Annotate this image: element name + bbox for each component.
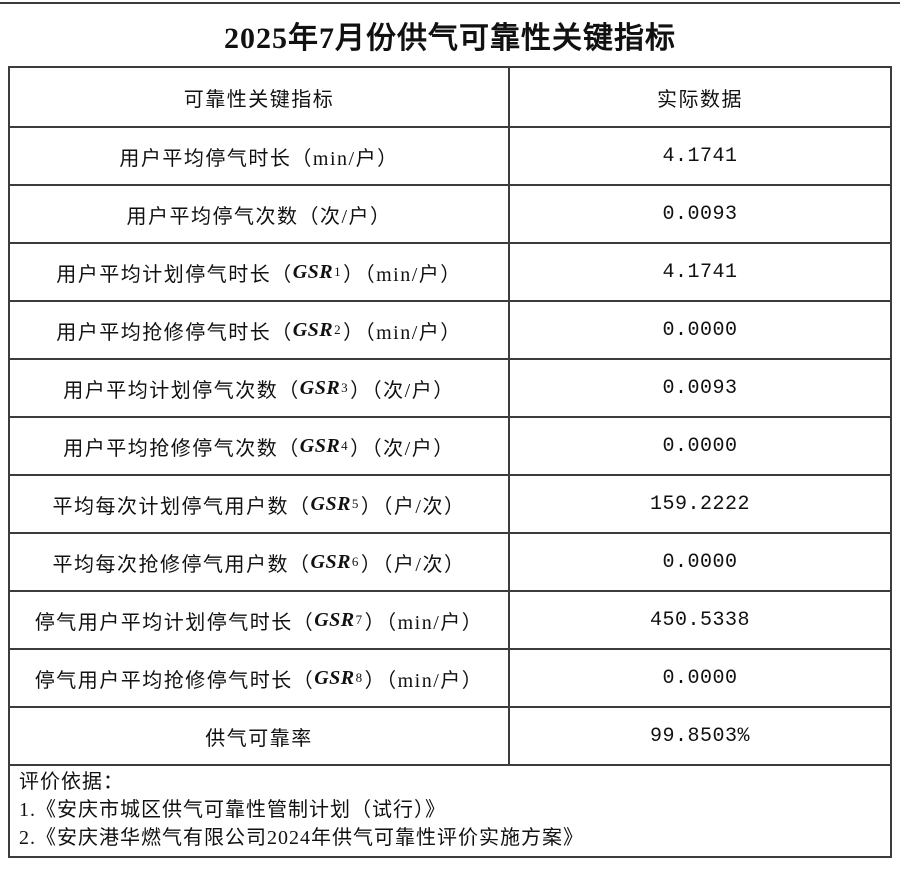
indicator-label: 用户平均停气时长（min/户）: [10, 128, 510, 184]
indicator-label: 停气用户平均计划停气时长（ GSR 7 ）（min/户）: [10, 592, 510, 648]
header-actual-data-label: 实际数据: [657, 88, 743, 111]
indicator-value: 4.1741: [662, 144, 738, 168]
indicator-value: 0.0000: [662, 434, 738, 458]
evaluation-basis-list: 1.《安庆市城区供气可靠性管制计划（试行）》 2.《安庆港华燃气有限公司2024…: [19, 796, 881, 852]
table-row: 供气可靠率 99.8503%: [10, 706, 890, 764]
indicator-label: 用户平均停气次数（次/户）: [10, 186, 510, 242]
table-row: 用户平均计划停气时长（ GSR 1 ）（min/户） 4.1741: [10, 242, 890, 300]
table-row: 用户平均抢修停气次数（ GSR 4 ）（次/户） 0.0000: [10, 416, 890, 474]
table-row: 停气用户平均计划停气时长（ GSR 7 ）（min/户） 450.5338: [10, 590, 890, 648]
indicator-value: 0.0000: [662, 550, 738, 574]
table-row: 用户平均计划停气次数（ GSR 3 ）（次/户） 0.0093: [10, 358, 890, 416]
header-indicator-label: 可靠性关键指标: [10, 68, 510, 126]
table-row: 用户平均停气次数（次/户） 0.0093: [10, 184, 890, 242]
indicator-value: 0.0093: [662, 376, 738, 400]
table-row: 用户平均抢修停气时长（ GSR 2 ）（min/户） 0.0000: [10, 300, 890, 358]
indicator-label: 用户平均计划停气时长（ GSR 1 ）（min/户）: [10, 244, 510, 300]
indicator-value: 0.0000: [662, 318, 738, 342]
indicator-label: 用户平均抢修停气时长（ GSR 2 ）（min/户）: [10, 302, 510, 358]
indicator-label: 平均每次计划停气用户数（ GSR 5 ）（户/次）: [10, 476, 510, 532]
indicators-table: 可靠性关键指标 实际数据 用户平均停气时长（min/户） 4.1741 用户平均…: [8, 66, 892, 766]
indicator-label: 平均每次抢修停气用户数（ GSR 6 ）（户/次）: [10, 534, 510, 590]
page-title: 2025年7月份供气可靠性关键指标: [0, 2, 900, 66]
evaluation-basis: 评价依据： 1.《安庆市城区供气可靠性管制计划（试行）》 2.《安庆港华燃气有限…: [8, 766, 892, 858]
indicator-label: 供气可靠率: [10, 708, 510, 764]
table-row: 停气用户平均抢修停气时长（ GSR 8 ）（min/户） 0.0000: [10, 648, 890, 706]
evaluation-basis-item: 1.《安庆市城区供气可靠性管制计划（试行）》: [19, 799, 446, 821]
indicator-value: 450.5338: [649, 608, 750, 632]
indicator-value: 99.8503%: [649, 724, 750, 748]
indicator-value: 0.0093: [662, 202, 738, 226]
indicator-label: 用户平均抢修停气次数（ GSR 4 ）（次/户）: [10, 418, 510, 474]
evaluation-basis-item: 2.《安庆港华燃气有限公司2024年供气可靠性评价实施方案》: [19, 827, 584, 849]
table-row: 平均每次计划停气用户数（ GSR 5 ）（户/次） 159.2222: [10, 474, 890, 532]
indicator-value: 0.0000: [662, 666, 738, 690]
indicator-label: 用户平均计划停气次数（ GSR 3 ）（次/户）: [10, 360, 510, 416]
evaluation-basis-heading: 评价依据：: [19, 771, 124, 793]
indicator-value: 4.1741: [662, 260, 738, 284]
table-header-row: 可靠性关键指标 实际数据: [10, 68, 890, 126]
indicator-value: 159.2222: [649, 492, 750, 516]
table-row: 用户平均停气时长（min/户） 4.1741: [10, 126, 890, 184]
indicator-label: 停气用户平均抢修停气时长（ GSR 8 ）（min/户）: [10, 650, 510, 706]
table-row: 平均每次抢修停气用户数（ GSR 6 ）（户/次） 0.0000: [10, 532, 890, 590]
